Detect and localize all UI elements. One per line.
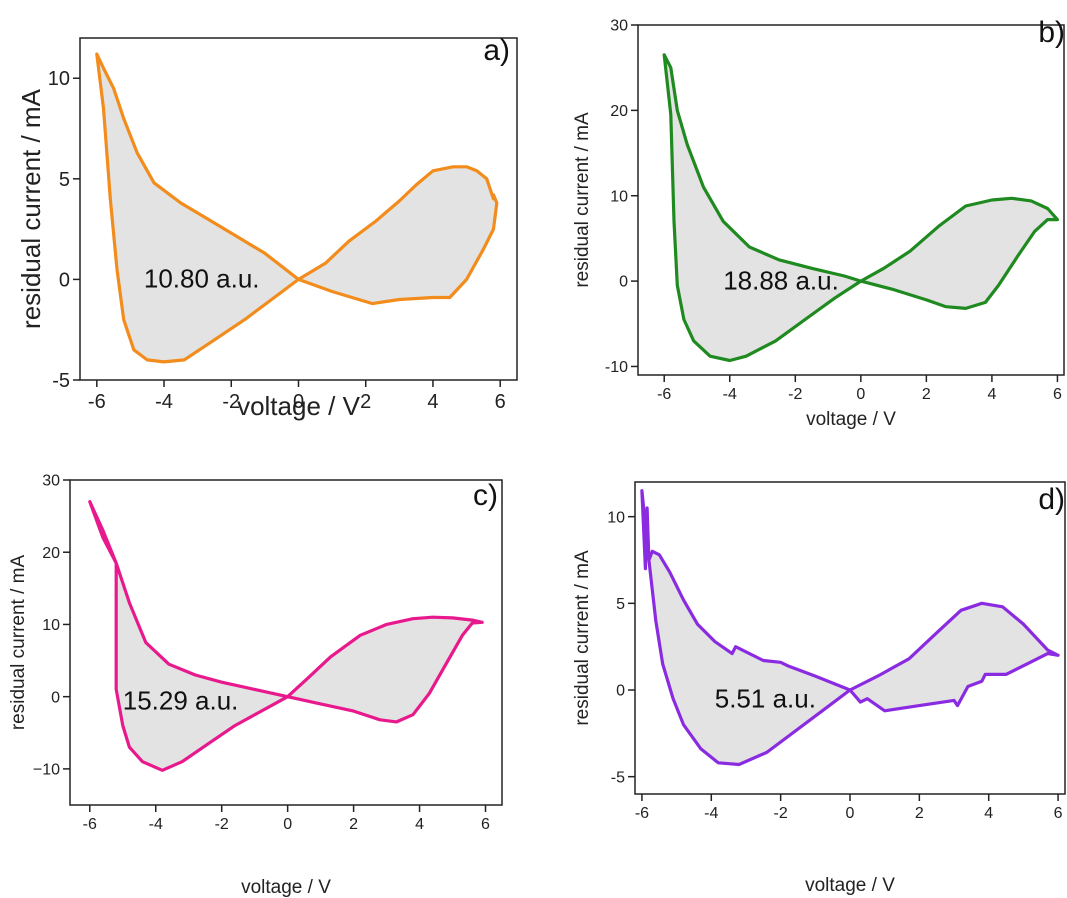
y-tick-label: -5: [611, 769, 625, 786]
y-tick-label: 20: [610, 103, 628, 120]
x-tick-label: -4: [723, 386, 737, 403]
x-tick-label: -2: [774, 805, 788, 822]
area-annotation: 10.80 a.u.: [144, 263, 260, 293]
chart-panel-d: -6 -4 -2 0 2 4 6 -5 0 5 10 d) 5.51 a.u. voltage / …: [572, 481, 1066, 896]
x-tick-label: 2: [915, 805, 924, 822]
y-tick-label: 30: [42, 473, 60, 490]
x-tick-label: 4: [415, 816, 424, 833]
plot-area: -6 -4 -2 0 2 4 6 -10 0 10 20 30: [605, 18, 1065, 403]
hysteresis-area: [96, 54, 497, 362]
x-tick-label: 0: [856, 386, 865, 403]
x-tick-label: -6: [657, 386, 671, 403]
y-axis-label: residual current / mA: [572, 112, 593, 288]
y-axis-label: residual current / mA: [16, 88, 46, 329]
hysteresis-area: [664, 54, 1058, 361]
x-tick-label: 4: [987, 386, 996, 403]
x-tick-label: 4: [984, 805, 993, 822]
area-annotation: 18.88 a.u.: [723, 266, 839, 296]
x-axis-label: voltage / V: [805, 875, 895, 896]
y-tick-label: 10: [610, 188, 628, 205]
plot-area: -6 -4 -2 0 2 4 6 -5 0 5 10: [48, 37, 518, 413]
x-tick-label: 4: [427, 391, 438, 413]
y-axis-label: residual current / mA: [8, 555, 29, 731]
y-tick-label: 30: [610, 18, 628, 35]
x-tick-label: -2: [222, 391, 240, 413]
y-tick-label: 5: [616, 596, 625, 613]
y-tick-label: 10: [42, 617, 60, 634]
x-tick-label: 6: [1054, 805, 1063, 822]
y-tick-label: 10: [607, 509, 625, 526]
x-tick-label: 6: [481, 816, 490, 833]
x-tick-label: 6: [495, 391, 506, 413]
y-tick-label: 10: [48, 68, 70, 90]
plot-frame: [637, 24, 1065, 376]
y-tick-label: 0: [51, 689, 60, 706]
x-axis-label: voltage / V: [806, 409, 896, 430]
y-tick-label: 20: [42, 545, 60, 562]
plot-area: -6 -4 -2 0 2 4 6 -5 0 5 10: [607, 481, 1066, 822]
y-tick-label: 0: [616, 683, 625, 700]
panel-label: d): [1038, 483, 1065, 516]
y-tick-label: 0: [619, 274, 628, 291]
x-tick-label: -4: [149, 816, 163, 833]
data-curve: [640, 489, 1060, 767]
x-tick-label: -6: [88, 391, 106, 413]
x-tick-label: -4: [155, 391, 173, 413]
y-tick-label: 0: [59, 269, 70, 291]
x-tick-label: -6: [83, 816, 97, 833]
panel-label: a): [483, 34, 510, 67]
x-axis-label: voltage / V: [241, 877, 331, 898]
area-annotation: 5.51 a.u.: [715, 683, 816, 713]
hysteresis-area: [641, 490, 1059, 765]
area-annotation: 15.29 a.u.: [123, 686, 239, 716]
x-axis-label: voltage / V: [237, 391, 361, 421]
hysteresis-area: [89, 501, 483, 771]
y-tick-label: 5: [59, 169, 70, 191]
plot-frame: [69, 479, 503, 806]
x-tick-label: 2: [360, 391, 371, 413]
x-tick-label: 6: [1053, 386, 1062, 403]
chart-panel-b: -6 -4 -2 0 2 4 6 -10 0 10 20 30 b) 18.88 a.u. volta…: [572, 16, 1065, 430]
y-axis-label: residual current / mA: [572, 550, 593, 726]
chart-panel-c: -6 -4 -2 0 2 4 6 −10 0 10 20 30 c) 15.29 a.u. volta…: [8, 473, 503, 898]
x-tick-label: 0: [293, 391, 304, 413]
data-curve: [95, 52, 499, 364]
x-tick-label: 2: [349, 816, 358, 833]
panel-label: c): [473, 479, 498, 512]
x-tick-label: -6: [635, 805, 649, 822]
x-tick-label: 2: [922, 386, 931, 403]
x-tick-label: 0: [283, 816, 292, 833]
plot-area: -6 -4 -2 0 2 4 6 −10 0 10 20 30: [33, 473, 503, 833]
y-tick-label: -5: [52, 370, 70, 392]
panel-label: b): [1038, 16, 1065, 49]
x-tick-label: -2: [215, 816, 229, 833]
x-tick-label: -4: [704, 805, 718, 822]
data-curve: [88, 500, 484, 772]
x-tick-label: 0: [846, 805, 855, 822]
y-tick-label: -10: [605, 359, 628, 376]
x-tick-label: -2: [788, 386, 802, 403]
chart-panel-a: -6 -4 -2 0 2 4 6 -5 0 5 10 a) 10.80 a.u. voltage /…: [16, 34, 518, 421]
y-tick-label: −10: [33, 761, 60, 778]
data-curve: [662, 53, 1059, 363]
